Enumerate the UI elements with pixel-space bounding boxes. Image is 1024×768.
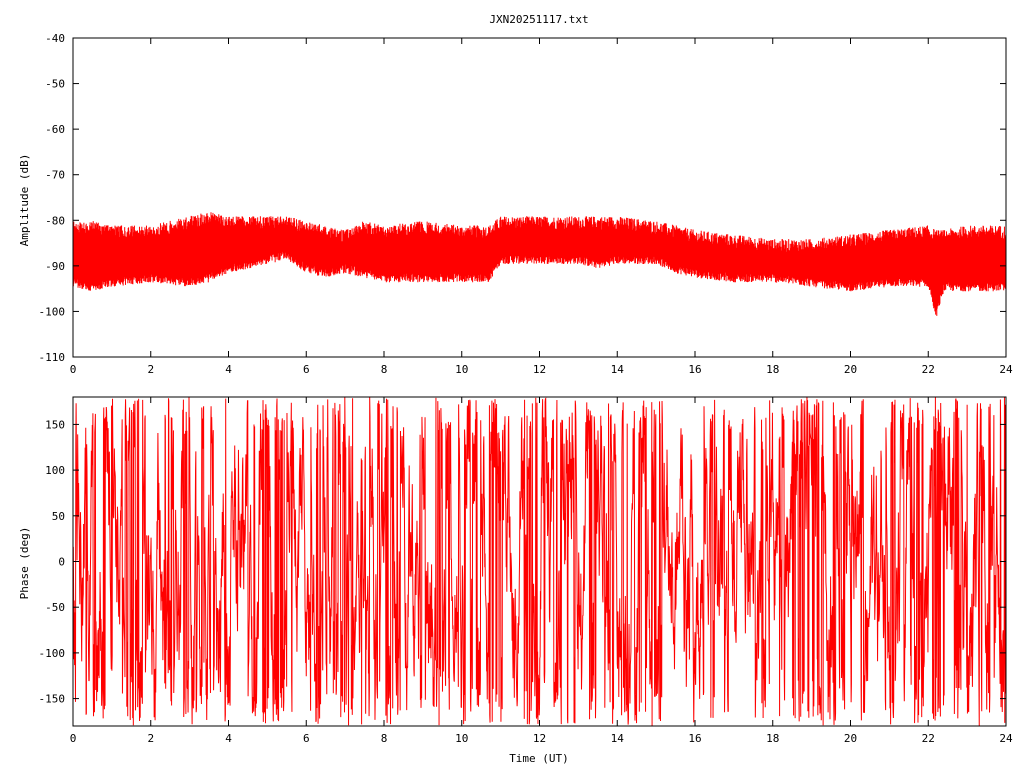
phase-x-tick-label: 10 bbox=[455, 732, 468, 745]
amplitude-x-tick-label: 24 bbox=[999, 363, 1013, 376]
phase-series-line bbox=[72, 396, 1007, 726]
amplitude-y-tick-label: -50 bbox=[45, 78, 65, 91]
amplitude-y-tick-label: -100 bbox=[39, 305, 66, 318]
amplitude-panel: 0 2 4 6 8 10 12 14 16 18 20 22 24 -110-100-90-80-70-… bbox=[18, 32, 1013, 376]
phase-y-tick-label: 50 bbox=[52, 510, 65, 523]
amplitude-x-tick-label: 16 bbox=[688, 363, 701, 376]
amplitude-x-tick-label: 22 bbox=[922, 363, 935, 376]
phase-series bbox=[72, 396, 1007, 726]
amplitude-y-tick-label: -60 bbox=[45, 123, 65, 136]
amplitude-y-ticks: -110 -100 -90 -80 -70 -60 -50 -40 bbox=[39, 32, 1006, 364]
amplitude-x-tick-label: 12 bbox=[533, 363, 546, 376]
amplitude-y-tick-label: -90 bbox=[45, 260, 65, 273]
phase-x-tick-label: 4 bbox=[225, 732, 232, 745]
amplitude-x-tick-label: 4 bbox=[225, 363, 232, 376]
amplitude-x-tick-label: 14 bbox=[611, 363, 625, 376]
phase-y-tick-label: 0 bbox=[58, 556, 65, 569]
phase-x-tick-label: 18 bbox=[766, 732, 779, 745]
amplitude-x-tick-label: 18 bbox=[766, 363, 779, 376]
phase-x-tick-label: 2 bbox=[147, 732, 154, 745]
phase-panel: 0 2 4 6 8 10 12 14 16 18 20 22 24 -150-100-500501001… bbox=[18, 396, 1013, 765]
phase-x-axis-label: Time (UT) bbox=[509, 752, 569, 765]
phase-x-tick-label: 24 bbox=[999, 732, 1013, 745]
amplitude-y-tick-label: -70 bbox=[45, 169, 65, 182]
phase-y-tick-label: -150 bbox=[39, 693, 66, 706]
phase-x-ticks: 0 2 4 6 8 10 12 14 16 18 20 22 24 bbox=[70, 397, 1013, 745]
phase-y-tick-label: 150 bbox=[45, 418, 65, 431]
phase-y-axis-label: Phase (deg) bbox=[18, 527, 31, 600]
phase-x-tick-label: 8 bbox=[381, 732, 388, 745]
phase-x-tick-label: 16 bbox=[688, 732, 701, 745]
amplitude-x-ticks: 0 2 4 6 8 10 12 14 16 18 20 22 24 bbox=[70, 38, 1013, 376]
amplitude-x-tick-label: 20 bbox=[844, 363, 857, 376]
amplitude-x-tick-label: 6 bbox=[303, 363, 310, 376]
amplitude-series-line bbox=[72, 212, 1007, 316]
phase-x-tick-label: 22 bbox=[922, 732, 935, 745]
phase-y-tick-label: -100 bbox=[39, 647, 66, 660]
phase-y-tick-label: 100 bbox=[45, 464, 65, 477]
amplitude-y-tick-label: -40 bbox=[45, 32, 65, 45]
amplitude-x-tick-label: 2 bbox=[147, 363, 154, 376]
phase-x-tick-label: 6 bbox=[303, 732, 310, 745]
chart-title: JXN20251117.txt bbox=[489, 13, 588, 26]
amplitude-x-tick-label: 8 bbox=[381, 363, 388, 376]
phase-x-tick-label: 14 bbox=[611, 732, 625, 745]
amplitude-x-tick-label: 0 bbox=[70, 363, 77, 376]
phase-x-tick-label: 12 bbox=[533, 732, 546, 745]
phase-y-ticks: -150 -100 -50 0 50 100 150 bbox=[39, 418, 1006, 706]
amplitude-y-tick-label: -110 bbox=[39, 351, 66, 364]
amplitude-plot-frame bbox=[72, 37, 1007, 358]
phase-y-tick-label: -50 bbox=[45, 601, 65, 614]
phase-x-tick-label: 20 bbox=[844, 732, 857, 745]
amplitude-y-axis-label: Amplitude (dB) bbox=[18, 154, 31, 247]
amplitude-x-tick-label: 10 bbox=[455, 363, 468, 376]
amplitude-series bbox=[72, 212, 1007, 316]
phase-x-tick-label: 0 bbox=[70, 732, 77, 745]
amplitude-y-tick-label: -80 bbox=[45, 214, 65, 227]
